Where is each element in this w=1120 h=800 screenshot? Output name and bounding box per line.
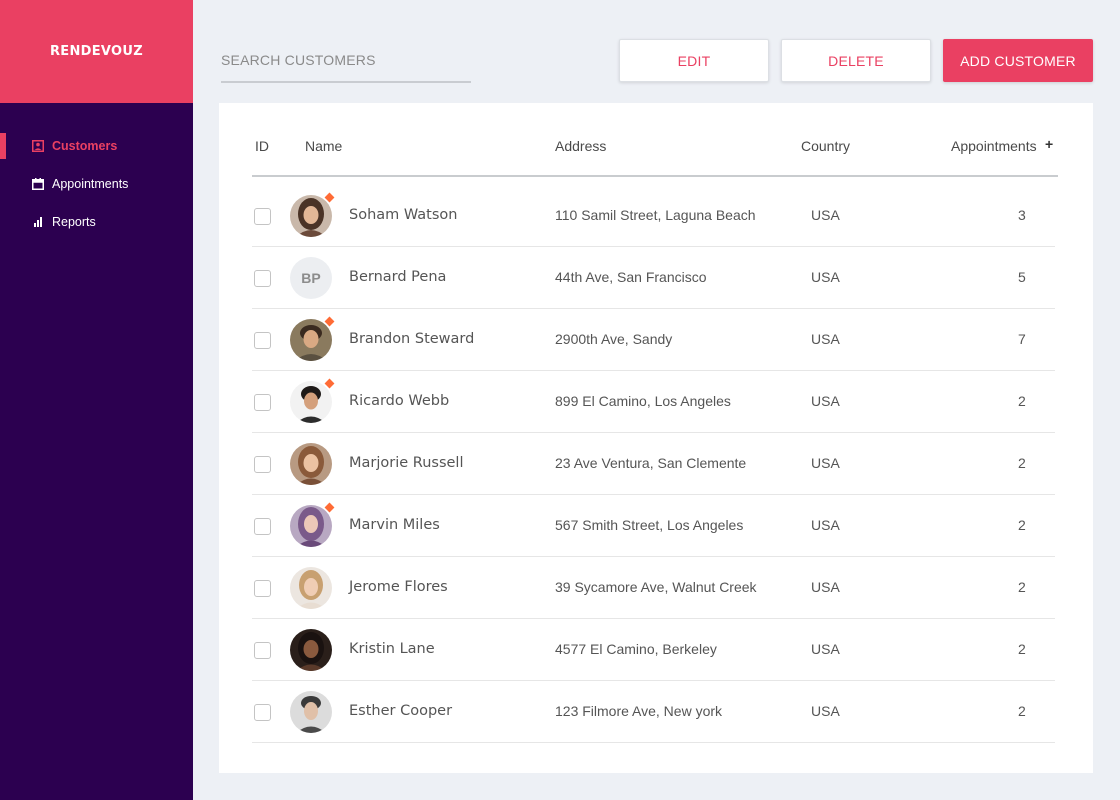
edit-button[interactable]: EDIT <box>619 39 769 82</box>
customer-country: USA <box>811 393 840 409</box>
customer-name: Jerome Flores <box>349 579 448 595</box>
customer-country: USA <box>811 641 840 657</box>
table-row[interactable]: BP Bernard Pena 44th Ave, San Francisco … <box>252 247 1055 309</box>
add-customer-button[interactable]: ADD CUSTOMER <box>943 39 1093 82</box>
avatar <box>290 195 332 237</box>
avatar <box>290 567 332 609</box>
table-row[interactable]: Marjorie Russell 23 Ave Ventura, San Cle… <box>252 433 1055 495</box>
bar-chart-icon <box>32 216 44 228</box>
table-row[interactable]: Soham Watson 110 Samil Street, Laguna Be… <box>252 185 1055 247</box>
avatar <box>290 381 332 423</box>
row-checkbox[interactable] <box>254 332 271 349</box>
avatar <box>290 319 332 361</box>
avatar <box>290 691 332 733</box>
customer-country: USA <box>811 207 840 223</box>
sidebar: RENDEVOUZ Customers Appointments Reports <box>0 0 193 800</box>
avatar <box>290 629 332 671</box>
row-checkbox[interactable] <box>254 642 271 659</box>
brand-logo: RENDEVOUZ <box>0 0 193 103</box>
customer-appointments: 5 <box>1018 269 1026 285</box>
search-input[interactable] <box>221 40 471 83</box>
row-checkbox[interactable] <box>254 518 271 535</box>
row-checkbox[interactable] <box>254 456 271 473</box>
customer-name: Marvin Miles <box>349 517 440 533</box>
table-row[interactable]: Ricardo Webb 899 El Camino, Los Angeles … <box>252 371 1055 433</box>
customer-appointments: 2 <box>1018 393 1026 409</box>
customer-country: USA <box>811 331 840 347</box>
customer-appointments: 2 <box>1018 641 1026 657</box>
customer-country: USA <box>811 517 840 533</box>
customer-name: Soham Watson <box>349 207 458 223</box>
customer-address: 4577 El Camino, Berkeley <box>555 641 717 657</box>
sidebar-item-customers[interactable]: Customers <box>0 127 193 165</box>
customer-address: 39 Sycamore Ave, Walnut Creek <box>555 579 757 595</box>
column-header-country[interactable]: Country <box>801 138 851 154</box>
sidebar-item-appointments[interactable]: Appointments <box>0 165 193 203</box>
avatar: BP <box>290 257 332 299</box>
customer-appointments: 2 <box>1018 455 1026 471</box>
row-checkbox[interactable] <box>254 580 271 597</box>
customer-address: 2900th Ave, Sandy <box>555 331 673 347</box>
table-row[interactable]: Jerome Flores 39 Sycamore Ave, Walnut Cr… <box>252 557 1055 619</box>
column-header-address[interactable]: Address <box>555 138 607 154</box>
table-row[interactable]: Marvin Miles 567 Smith Street, Los Angel… <box>252 495 1055 557</box>
table-row[interactable]: Kristin Lane 4577 El Camino, Berkeley US… <box>252 619 1055 681</box>
customer-country: USA <box>811 269 840 285</box>
customers-table-card: ID Name Address Country Appointments + S… <box>219 103 1093 773</box>
delete-button[interactable]: DELETE <box>781 39 931 82</box>
avatar <box>290 443 332 485</box>
customer-address: 23 Ave Ventura, San Clemente <box>555 455 747 471</box>
sidebar-nav: Customers Appointments Reports <box>0 127 193 241</box>
customer-name: Kristin Lane <box>349 641 435 657</box>
customer-appointments: 2 <box>1018 579 1026 595</box>
row-checkbox[interactable] <box>254 394 271 411</box>
customer-country: USA <box>811 455 840 471</box>
column-header-appointments[interactable]: Appointments <box>951 138 1037 154</box>
customer-name: Brandon Steward <box>349 331 475 347</box>
table-header: ID Name Address Country Appointments + <box>252 103 1058 177</box>
customer-appointments: 7 <box>1018 331 1026 347</box>
customer-appointments: 2 <box>1018 517 1026 533</box>
customer-name: Bernard Pena <box>349 269 447 285</box>
column-header-id[interactable]: ID <box>255 138 269 154</box>
customer-appointments: 2 <box>1018 703 1026 719</box>
customer-appointments: 3 <box>1018 207 1026 223</box>
sidebar-item-label: Customers <box>52 139 118 153</box>
customer-name: Esther Cooper <box>349 703 453 719</box>
customer-name: Marjorie Russell <box>349 455 464 471</box>
add-column-button[interactable]: + <box>1045 136 1054 152</box>
customer-country: USA <box>811 579 840 595</box>
table-row[interactable]: Brandon Steward 2900th Ave, Sandy USA 7 <box>252 309 1055 371</box>
avatar <box>290 505 332 547</box>
sidebar-item-label: Appointments <box>52 177 129 191</box>
table-row[interactable]: Esther Cooper 123 Filmore Ave, New york … <box>252 681 1055 743</box>
customer-address: 899 El Camino, Los Angeles <box>555 393 731 409</box>
row-checkbox[interactable] <box>254 270 271 287</box>
customer-name: Ricardo Webb <box>349 393 450 409</box>
portrait-icon <box>32 140 44 152</box>
customer-address: 567 Smith Street, Los Angeles <box>555 517 744 533</box>
sidebar-item-reports[interactable]: Reports <box>0 203 193 241</box>
customer-address: 123 Filmore Ave, New york <box>555 703 723 719</box>
calendar-icon <box>32 178 44 190</box>
column-header-name[interactable]: Name <box>305 138 343 154</box>
customer-address: 110 Samil Street, Laguna Beach <box>555 207 756 223</box>
customer-address: 44th Ave, San Francisco <box>555 269 707 285</box>
customer-country: USA <box>811 703 840 719</box>
sidebar-item-label: Reports <box>52 215 96 229</box>
row-checkbox[interactable] <box>254 704 271 721</box>
row-checkbox[interactable] <box>254 208 271 225</box>
